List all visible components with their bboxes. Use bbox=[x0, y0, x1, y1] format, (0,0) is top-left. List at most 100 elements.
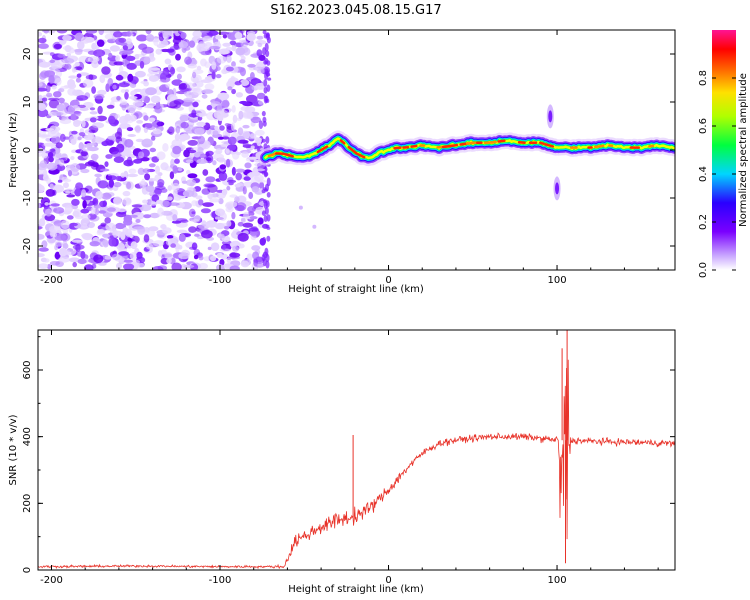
noise-blob bbox=[55, 142, 63, 149]
noise-blob bbox=[46, 162, 58, 171]
noise-blob bbox=[93, 94, 105, 100]
noise-blob bbox=[192, 87, 203, 96]
noise-blob bbox=[38, 43, 49, 49]
noise-blob bbox=[207, 193, 213, 200]
noise-blob bbox=[152, 128, 162, 135]
noise-blob bbox=[77, 136, 82, 141]
noise-blob bbox=[240, 260, 250, 268]
y-tick-label: 0 bbox=[22, 147, 33, 153]
noise-blob bbox=[86, 142, 97, 146]
noise-blob bbox=[235, 47, 246, 56]
noise-blob bbox=[191, 200, 198, 207]
noise-blob bbox=[226, 54, 232, 63]
noise-blob bbox=[162, 30, 173, 38]
noise-blob bbox=[146, 243, 154, 250]
noise-blob bbox=[203, 183, 215, 188]
noise-blob bbox=[263, 79, 268, 87]
noise-blob bbox=[152, 266, 164, 270]
noise-blob bbox=[54, 251, 61, 260]
colorbar-tick-label: 0.4 bbox=[698, 166, 709, 182]
noise-blob bbox=[173, 30, 179, 34]
noise-blob bbox=[253, 66, 265, 71]
noise-blob bbox=[244, 162, 252, 169]
noise-blob bbox=[123, 259, 133, 263]
noise-blob bbox=[261, 239, 266, 244]
noise-blob bbox=[153, 38, 159, 46]
noise-blob bbox=[138, 151, 145, 159]
noise-blob bbox=[109, 228, 117, 234]
noise-blob bbox=[266, 192, 271, 198]
noise-blob bbox=[97, 229, 106, 234]
noise-blob bbox=[165, 83, 171, 88]
noise-blob bbox=[48, 75, 55, 84]
noise-blob bbox=[235, 168, 246, 173]
noise-blob bbox=[180, 219, 189, 223]
noise-blob bbox=[265, 50, 270, 57]
noise-blob bbox=[248, 171, 254, 179]
noise-blob bbox=[75, 182, 84, 190]
noise-blob bbox=[69, 222, 78, 227]
noise-blob bbox=[88, 129, 96, 133]
noise-blob bbox=[64, 45, 72, 53]
noise-blob bbox=[66, 215, 74, 220]
noise-blob bbox=[45, 84, 51, 93]
noise-blob bbox=[182, 190, 195, 198]
noise-blob bbox=[38, 263, 49, 269]
noise-blob bbox=[58, 256, 71, 263]
noise-blob bbox=[122, 58, 128, 67]
noise-blob bbox=[225, 201, 238, 208]
ridge-peak bbox=[593, 144, 605, 149]
noise-blob bbox=[164, 166, 172, 172]
x-tick-label: 100 bbox=[547, 275, 566, 286]
noise-blob bbox=[226, 257, 232, 264]
noise-blob bbox=[198, 43, 208, 48]
noise-blob bbox=[177, 167, 183, 172]
noise-blob bbox=[265, 200, 270, 208]
noise-blob bbox=[265, 224, 270, 229]
noise-blob bbox=[47, 151, 54, 158]
noise-blob bbox=[160, 200, 170, 208]
noise-blob bbox=[119, 115, 129, 125]
noise-blob bbox=[119, 42, 128, 46]
noise-blob bbox=[191, 242, 198, 250]
noise-blob bbox=[155, 48, 163, 55]
noise-blob bbox=[81, 232, 93, 239]
noise-blob bbox=[115, 55, 120, 62]
noise-blob bbox=[38, 253, 45, 258]
noise-blob bbox=[72, 261, 77, 268]
noise-blob bbox=[76, 95, 89, 101]
noise-blob bbox=[150, 200, 156, 205]
noise-blob bbox=[213, 153, 224, 161]
noise-blob bbox=[133, 226, 145, 230]
noise-blob bbox=[261, 189, 266, 194]
noise-blob bbox=[188, 208, 196, 218]
noise-blob bbox=[69, 135, 77, 144]
noise-blob bbox=[67, 170, 73, 177]
noise-blob bbox=[140, 157, 150, 162]
noise-blob bbox=[254, 137, 263, 143]
noise-blob bbox=[99, 168, 110, 172]
noise-blob bbox=[231, 122, 236, 131]
noise-blob bbox=[99, 74, 106, 84]
noise-blob bbox=[140, 80, 149, 84]
noise-blob bbox=[63, 182, 69, 189]
noise-blob bbox=[83, 264, 94, 270]
x-tick-label: 0 bbox=[385, 575, 391, 586]
noise-blob bbox=[232, 114, 238, 124]
noise-blob bbox=[249, 231, 258, 236]
noise-blob bbox=[172, 165, 178, 174]
noise-blob bbox=[38, 31, 43, 37]
noise-blob bbox=[256, 92, 266, 100]
noise-blob bbox=[134, 125, 141, 132]
noise-blob bbox=[126, 181, 132, 189]
ridge-peak bbox=[539, 141, 545, 145]
noise-blob bbox=[173, 36, 183, 40]
noise-blob bbox=[263, 87, 268, 94]
noise-blob bbox=[261, 254, 266, 262]
noise-blob bbox=[81, 120, 86, 128]
noise-blob bbox=[232, 245, 240, 252]
noise-blob bbox=[136, 120, 144, 124]
noise-blob bbox=[222, 99, 230, 109]
noise-blob bbox=[134, 70, 146, 78]
noise-blob bbox=[255, 129, 265, 136]
